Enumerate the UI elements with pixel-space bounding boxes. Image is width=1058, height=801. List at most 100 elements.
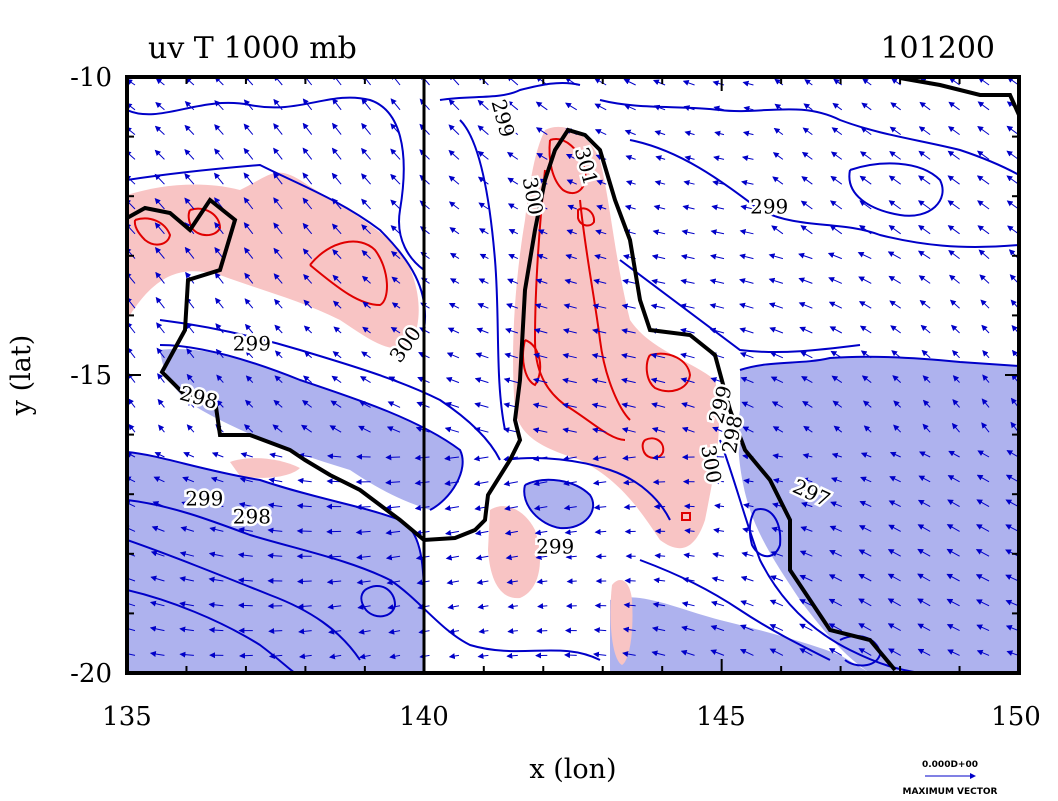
wind-vector <box>448 77 460 86</box>
wind-vector <box>127 501 136 508</box>
wind-vector <box>209 526 224 533</box>
contour-line <box>127 539 361 661</box>
wind-vector <box>860 452 872 458</box>
wind-vector <box>302 122 313 135</box>
warm-region-peninsula <box>513 126 720 549</box>
wind-vector <box>982 350 990 359</box>
wind-vector <box>216 399 224 408</box>
wind-vector <box>977 101 990 111</box>
wind-vector <box>448 175 460 185</box>
wind-vector <box>857 252 872 260</box>
wind-vector <box>296 528 312 535</box>
wind-vector <box>154 452 165 458</box>
wind-vector <box>683 552 695 559</box>
wind-vector <box>507 628 518 635</box>
wind-vector <box>154 173 165 185</box>
wind-vector <box>179 576 195 583</box>
wind-vector <box>332 98 342 111</box>
wind-vector <box>859 175 872 185</box>
wind-vector <box>302 197 313 210</box>
wind-vector <box>243 197 254 210</box>
wind-vector <box>890 102 901 111</box>
wind-vector <box>479 253 489 260</box>
wind-vector <box>710 625 725 632</box>
wind-vector <box>739 253 754 260</box>
wind-vector <box>625 154 636 161</box>
wind-vector <box>654 180 666 186</box>
wind-vector <box>830 175 843 185</box>
wind-vector <box>625 180 636 186</box>
wind-vector <box>211 451 224 458</box>
wind-vector <box>208 576 224 583</box>
wind-vector <box>536 578 548 585</box>
wind-vector <box>154 197 165 210</box>
wind-vector <box>593 504 607 511</box>
wind-vector <box>832 102 843 111</box>
wind-vector <box>682 576 695 583</box>
wind-vector <box>623 104 636 111</box>
wind-vector <box>508 229 519 235</box>
wind-vector <box>504 352 518 359</box>
contour-line <box>360 585 397 618</box>
contour-line <box>459 119 506 431</box>
wind-vector <box>772 426 784 433</box>
wind-vector <box>742 426 754 433</box>
wind-vector <box>562 377 577 384</box>
wind-vector <box>917 499 931 508</box>
x-axis-label: x (lon) <box>529 754 616 785</box>
wind-vector <box>269 452 283 459</box>
wind-vector <box>799 550 813 557</box>
wind-vector <box>918 175 931 185</box>
contour-line <box>739 355 1019 371</box>
wind-vector <box>652 601 666 608</box>
wind-vector <box>680 649 695 656</box>
wind-vector <box>802 127 813 136</box>
wind-vector <box>742 527 754 533</box>
wind-vector <box>949 299 960 309</box>
wind-vector <box>532 427 548 434</box>
wind-vector <box>977 225 990 235</box>
wind-vector <box>273 247 283 259</box>
contour-line <box>579 199 631 421</box>
wind-vector <box>803 103 813 111</box>
wind-vector <box>978 249 990 259</box>
wind-vector <box>244 272 254 284</box>
wind-vector <box>950 324 960 334</box>
wind-vector <box>800 526 813 532</box>
cool-region-gulf <box>160 349 463 510</box>
wind-vector <box>387 401 401 408</box>
wind-vector <box>537 603 548 610</box>
wind-vector <box>889 451 901 458</box>
wind-vector <box>740 575 754 582</box>
wind-vector <box>331 147 342 160</box>
wind-vector <box>155 78 165 86</box>
wind-vector <box>566 179 577 185</box>
wind-vector <box>917 524 931 532</box>
wind-vector <box>710 253 725 260</box>
wind-vector <box>592 303 607 310</box>
wind-vector <box>473 480 489 487</box>
wind-vector <box>361 250 371 259</box>
wind-vector <box>477 603 489 610</box>
wind-vector <box>976 524 990 532</box>
wind-vector <box>477 303 489 309</box>
wind-vector <box>362 326 371 334</box>
wind-vector <box>680 352 695 359</box>
wind-vector <box>128 423 136 433</box>
wind-vector <box>832 400 843 408</box>
wind-vector <box>594 253 607 260</box>
wind-vector <box>179 626 194 633</box>
wind-vector <box>213 172 224 185</box>
wind-vector <box>215 323 224 334</box>
wind-vector <box>771 401 784 408</box>
wind-vector <box>156 347 165 359</box>
wind-vector <box>361 98 371 111</box>
wind-vector <box>887 598 901 607</box>
wind-vector <box>356 579 371 586</box>
wind-vector <box>533 480 548 487</box>
wind-vector <box>444 455 460 462</box>
contour-line <box>577 207 596 227</box>
wind-vector <box>621 377 636 384</box>
wind-vector <box>947 475 960 483</box>
wind-vector <box>948 101 960 111</box>
